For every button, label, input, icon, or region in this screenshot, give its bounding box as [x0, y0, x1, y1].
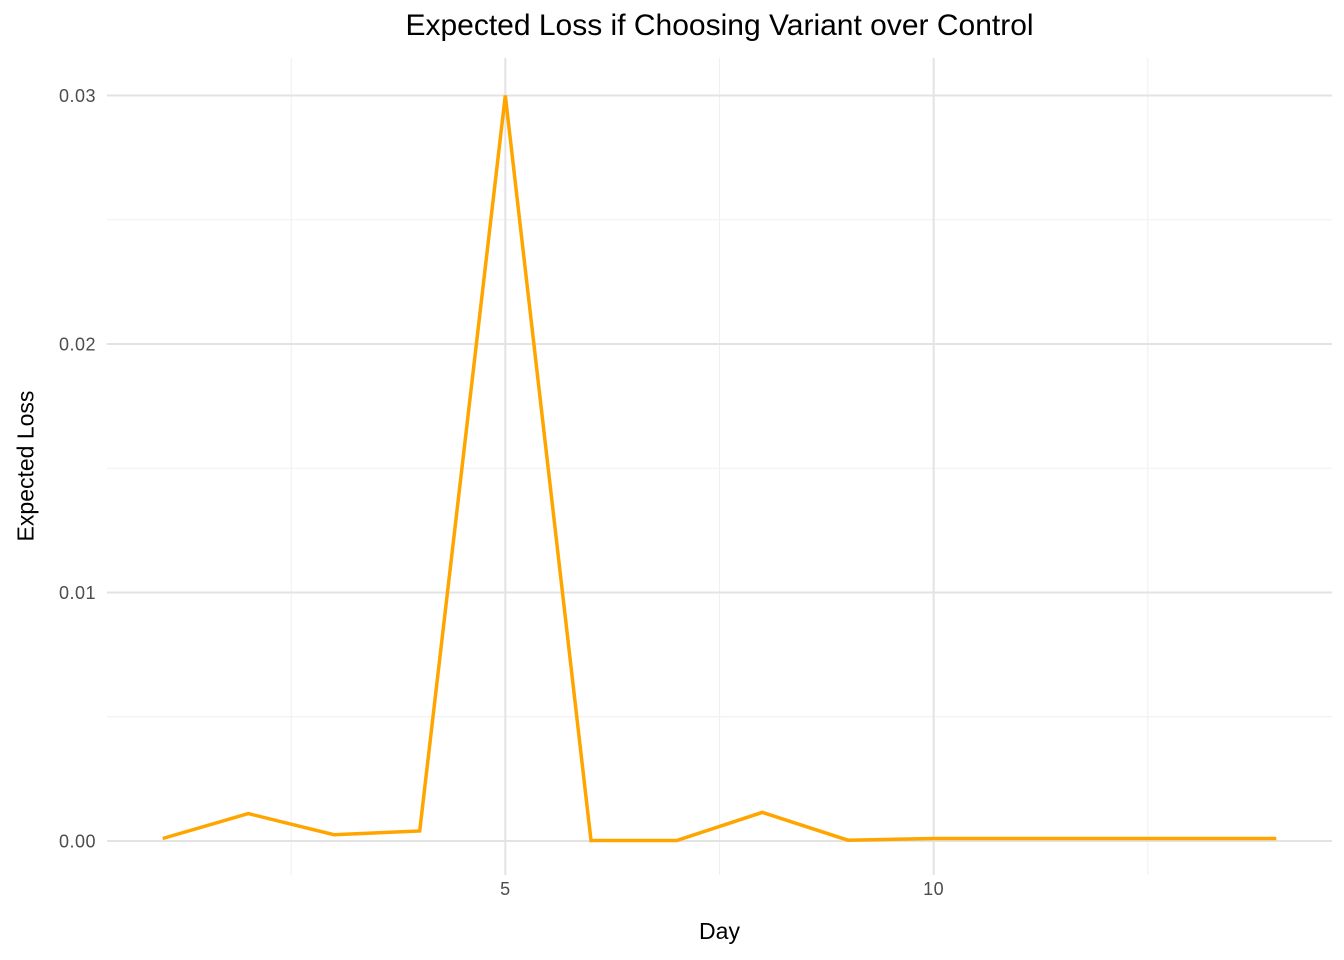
x-tick-label: 10 — [923, 879, 944, 899]
chart-title: Expected Loss if Choosing Variant over C… — [405, 9, 1034, 42]
y-tick-label: 0.00 — [59, 831, 96, 851]
y-tick-label: 0.01 — [59, 583, 96, 603]
y-tick-label: 0.02 — [59, 334, 96, 354]
x-axis-title: Day — [699, 918, 740, 944]
x-tick-label: 5 — [500, 879, 511, 899]
data-line-expected-loss — [162, 95, 1277, 843]
y-tick-label: 0.03 — [59, 86, 96, 106]
